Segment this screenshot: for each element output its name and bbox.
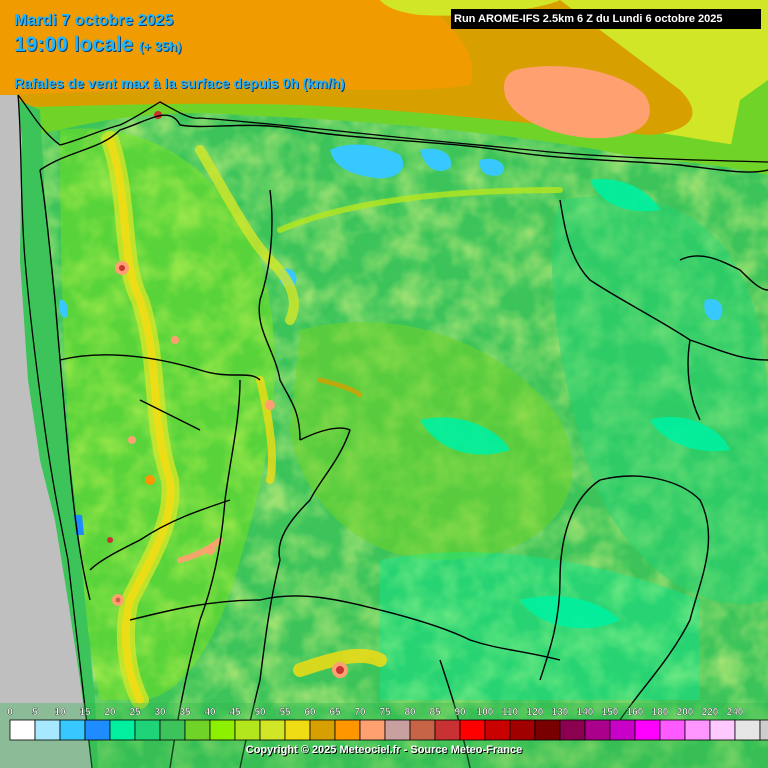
legend-swatch (459, 719, 486, 741)
legend-label: 10 (54, 707, 66, 718)
gust-zone-aqua-east (551, 195, 768, 604)
west-coastline (17, 94, 93, 768)
coastline (17, 94, 768, 163)
legend-swatch (684, 719, 711, 741)
legend-label: 40 (204, 707, 216, 718)
legend-label: 30 (154, 707, 166, 718)
legend-swatch (309, 719, 336, 741)
legend-swatch (584, 719, 611, 741)
legend-label: 35 (179, 707, 191, 718)
legend-swatch (734, 719, 761, 741)
legend-swatch (534, 719, 561, 741)
sea-band-salmon (504, 66, 650, 139)
sea-band-green-right (730, 80, 768, 160)
sea-band-lime-edge (380, 0, 560, 16)
legend-label: 110 (502, 707, 519, 718)
legend-label: 220 (702, 707, 719, 718)
legend-label: 130 (552, 707, 569, 718)
legend-swatch (409, 719, 436, 741)
legend-swatch (559, 719, 586, 741)
legend-swatch (659, 719, 686, 741)
outside-domain-west (0, 95, 95, 768)
peak-gust-spots (107, 111, 348, 678)
legend-label: 5 (32, 707, 38, 718)
legend-label: 85 (429, 707, 441, 718)
product-title: Rafales de vent max à la surface depuis … (14, 75, 345, 91)
gust-zone-yellowgreen-center (290, 322, 573, 560)
legend-label: 55 (279, 707, 291, 718)
legend-swatch (9, 719, 36, 741)
legend-label: 120 (527, 707, 544, 718)
legend-swatch (159, 719, 186, 741)
legend-value-labels: 0 5 10 15 20 25 30 35 40 45 50 55 60 65 70 75 80 85 90 100 1… (7, 707, 744, 718)
legend-color-scale (9, 719, 768, 741)
legend-label: 25 (129, 707, 141, 718)
legend-swatch (334, 719, 361, 741)
legend-label: 15 (79, 707, 91, 718)
legend-label: 60 (304, 707, 316, 718)
legend-label: 75 (379, 707, 391, 718)
legend-swatch (84, 719, 111, 741)
forecast-time: 19:00 locale (+ 35h) (14, 33, 181, 57)
legend-swatch (609, 719, 636, 741)
legend-swatch (209, 719, 236, 741)
legend-label: 140 (577, 707, 594, 718)
legend-label: 180 (652, 707, 669, 718)
legend-label: 20 (104, 707, 116, 718)
legend-swatch (384, 719, 411, 741)
legend-label: 65 (329, 707, 341, 718)
forecast-lead-time: (+ 35h) (139, 39, 182, 54)
forecast-time-text: 19:00 locale (14, 33, 134, 56)
legend-swatch (259, 719, 286, 741)
legend-label: 0 (7, 707, 13, 718)
legend-label: 50 (254, 707, 266, 718)
region-borders (39, 114, 768, 768)
model-run-label: Run AROME-IFS 2.5km 6 Z du Lundi 6 octob… (451, 9, 761, 29)
legend-swatch (234, 719, 261, 741)
legend-swatch (184, 719, 211, 741)
legend-swatch (34, 719, 61, 741)
legend-label: 45 (229, 707, 241, 718)
sea-band-orange (0, 0, 473, 95)
legend-label: 200 (677, 707, 694, 718)
legend-swatch (359, 719, 386, 741)
legend-label: 160 (627, 707, 644, 718)
legend-swatch (284, 719, 311, 741)
legend-swatch (109, 719, 136, 741)
legend-swatch (509, 719, 536, 741)
legend-label: 90 (454, 707, 466, 718)
legend-label: 80 (404, 707, 416, 718)
gust-zone-aqua-south (380, 552, 700, 700)
legend-label: 70 (354, 707, 366, 718)
legend-label: 150 (602, 707, 619, 718)
legend-swatch (709, 719, 736, 741)
legend-swatch (484, 719, 511, 741)
legend-swatch (759, 719, 768, 741)
coastal-sea-west (18, 100, 98, 768)
legend-label: 100 (477, 707, 494, 718)
mountain-gust-ridges (101, 131, 563, 709)
legend-swatch (134, 719, 161, 741)
legend-swatch (59, 719, 86, 741)
legend-label: 240 (727, 707, 744, 718)
legend-swatch (634, 719, 661, 741)
legend-swatch (434, 719, 461, 741)
copyright-notice: Copyright © 2025 Meteociel.fr - Source M… (245, 744, 523, 756)
cyan-gust-patches (420, 179, 730, 629)
forecast-date: Mardi 7 octobre 2025 (14, 12, 174, 29)
